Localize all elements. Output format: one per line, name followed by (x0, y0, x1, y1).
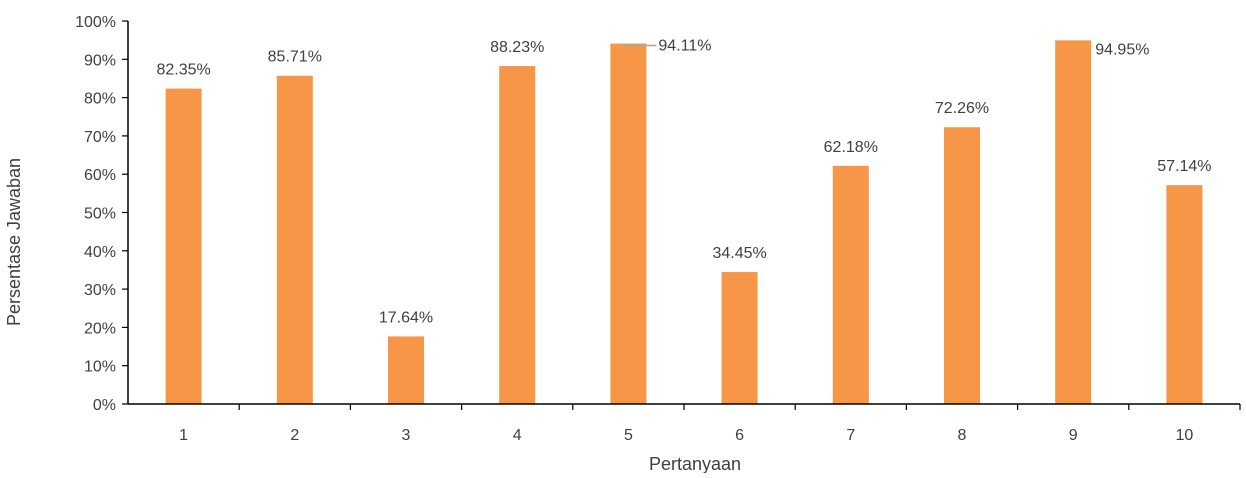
x-tick-label: 5 (624, 427, 633, 444)
data-labels-group: 82.35% 85.71% 17.64% 88.23% 94.11% 34.45% 62.1… (156, 38, 1211, 327)
bar (721, 272, 758, 404)
x-axis-ticks: 1 2 3 4 5 6 7 8 9 10 (179, 404, 1241, 444)
y-tick-label: 90% (84, 52, 116, 69)
x-axis-title: Pertanyaan (649, 454, 741, 473)
bar (276, 75, 313, 404)
y-tick-label: 70% (84, 129, 116, 146)
y-axis-ticks: 0% 10% 20% 30% 40% 50% 60% 70% 80% 90% 100% (75, 14, 128, 414)
y-tick-label: 0% (93, 397, 116, 414)
bar (944, 127, 980, 404)
y-tick-label: 20% (84, 320, 116, 337)
bar (610, 43, 647, 404)
data-label: 88.23% (490, 39, 544, 56)
bar (165, 88, 202, 405)
x-tick-label: 4 (513, 427, 522, 444)
y-tick-label: 40% (84, 244, 116, 261)
y-tick-label: 50% (84, 206, 116, 223)
data-label: 72.26% (935, 100, 989, 117)
data-label: 94.95% (1095, 41, 1149, 58)
bar (832, 165, 869, 404)
x-tick-label: 1 (179, 427, 188, 444)
y-axis-title: Persentase Jawaban (4, 158, 24, 326)
x-tick-label: 8 (958, 427, 967, 444)
y-tick-label: 10% (84, 359, 116, 376)
y-tick-label: 60% (84, 167, 116, 184)
data-label: 17.64% (379, 309, 433, 326)
data-label: 85.71% (268, 49, 322, 66)
bar (1055, 40, 1092, 405)
x-tick-label: 9 (1069, 427, 1078, 444)
data-label: 34.45% (712, 245, 766, 262)
data-label: 57.14% (1157, 158, 1211, 175)
x-tick-label: 2 (290, 427, 299, 444)
y-tick-label: 100% (75, 14, 116, 31)
x-tick-label: 6 (735, 427, 744, 444)
x-tick-label: 3 (402, 427, 411, 444)
bar (388, 336, 424, 404)
y-tick-label: 80% (84, 91, 116, 108)
bar (1166, 185, 1203, 404)
data-label: 82.35% (156, 62, 210, 79)
data-label: 62.18% (824, 139, 878, 156)
data-label: 94.11% (658, 38, 711, 55)
y-tick-label: 30% (84, 282, 116, 299)
bars-group (165, 40, 1203, 405)
x-tick-label: 10 (1176, 427, 1194, 444)
x-tick-label: 7 (846, 427, 855, 444)
bar (499, 66, 536, 404)
